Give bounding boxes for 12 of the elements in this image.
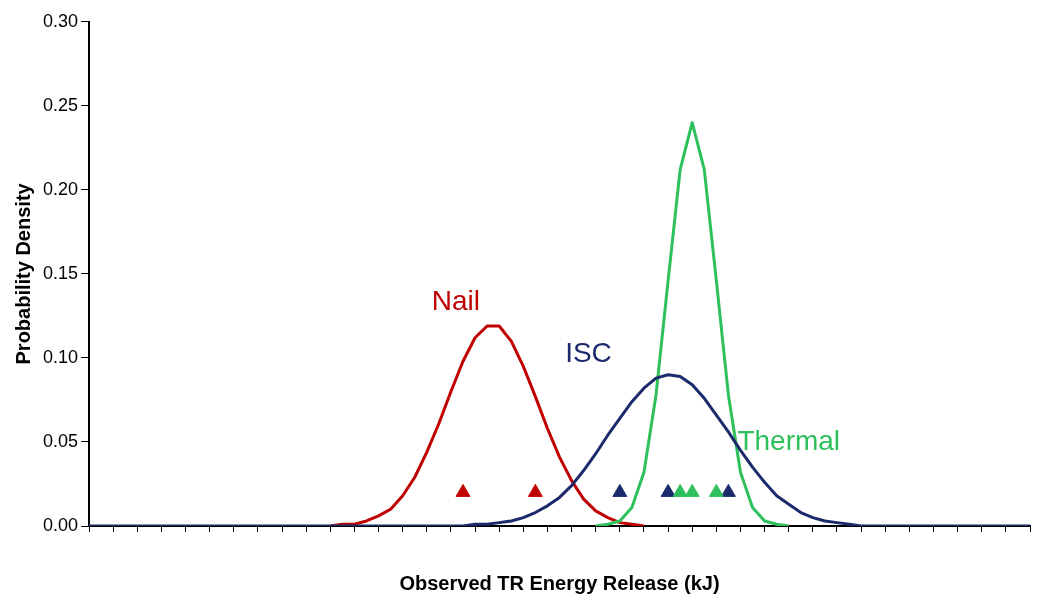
- y-tick-label: 0.05: [42, 430, 79, 451]
- series-label: Nail: [431, 285, 480, 317]
- y-tick-label: 0.30: [42, 10, 79, 31]
- y-tick-label: 0.15: [42, 262, 79, 283]
- y-axis-title: Probability Density: [11, 182, 34, 365]
- series-label: ISC: [565, 337, 612, 369]
- y-tick-label: 0.10: [42, 346, 79, 367]
- series-label: Thermal: [737, 424, 841, 456]
- y-tick-label: 0.20: [42, 178, 79, 199]
- y-tick-label: 0.25: [42, 94, 79, 115]
- x-axis-title: Observed TR Energy Release (kJ): [399, 571, 720, 594]
- y-tick-label: 0.00: [42, 514, 79, 535]
